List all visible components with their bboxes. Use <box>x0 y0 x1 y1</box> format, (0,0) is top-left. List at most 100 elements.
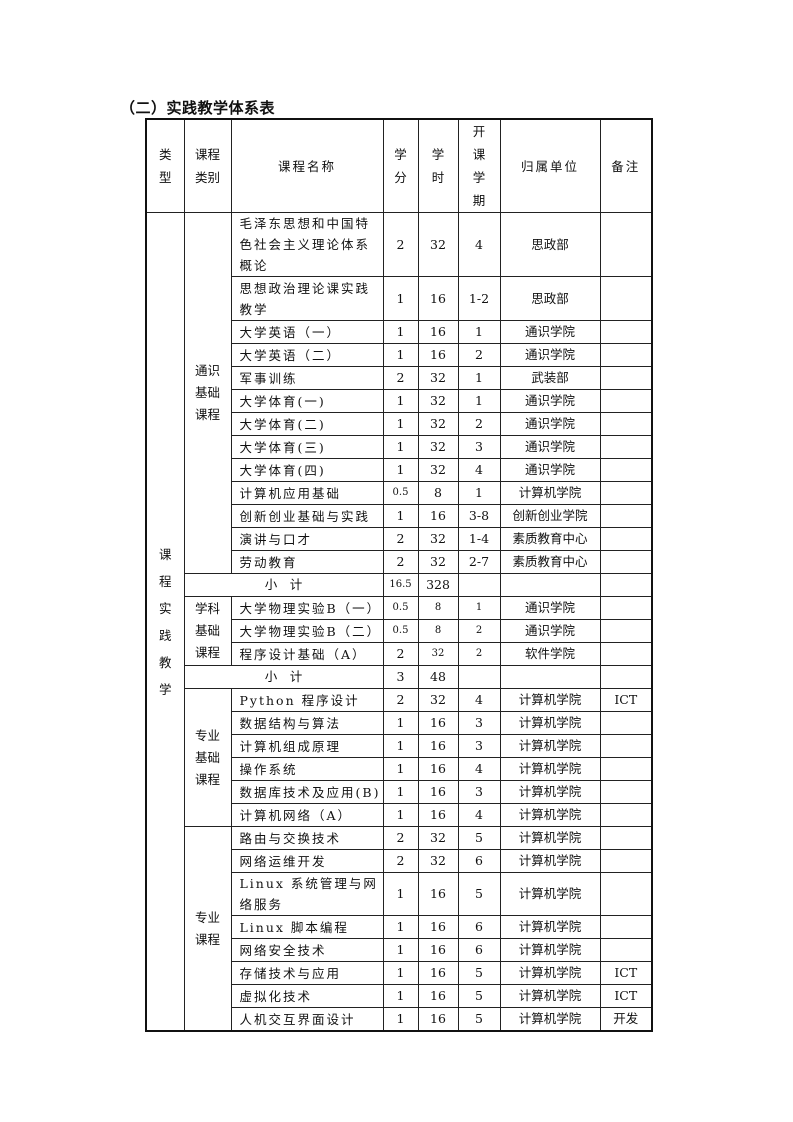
table-row: 人机交互界面设计 1 16 5 计算机学院 开发 <box>146 1007 653 1032</box>
hours: 16 <box>417 504 459 528</box>
subtotal-row: 小 计 3 48 <box>146 665 653 689</box>
credits: 1 <box>382 711 419 735</box>
empty-cell <box>599 573 653 597</box>
course-name: 大学物理实验B（二） <box>230 619 384 643</box>
course-name: 计算机应用基础 <box>230 481 384 505</box>
term: 2 <box>457 343 501 367</box>
term: 1-4 <box>457 527 501 551</box>
note <box>599 458 653 482</box>
subtotal-hours: 328 <box>417 573 459 597</box>
hours: 32 <box>417 435 459 459</box>
note <box>599 872 653 916</box>
credits: 1 <box>382 320 419 344</box>
table-row: 大学英语（二） 1 16 2 通识学院 <box>146 343 653 367</box>
unit: 素质教育中心 <box>499 550 601 574</box>
hours: 8 <box>417 619 459 643</box>
credits: 2 <box>382 642 419 666</box>
course-name: 操作系统 <box>230 757 384 781</box>
unit: 计算机学院 <box>499 938 601 962</box>
hours: 16 <box>417 961 459 985</box>
course-name: 大学英语（二） <box>230 343 384 367</box>
course-name: 大学体育(二) <box>230 412 384 436</box>
term: 4 <box>457 757 501 781</box>
course-name: 网络安全技术 <box>230 938 384 962</box>
table-row: 网络安全技术 1 16 6 计算机学院 <box>146 938 653 962</box>
term: 5 <box>457 984 501 1008</box>
course-name: 大学物理实验B（一） <box>230 596 384 620</box>
credits: 1 <box>382 1007 419 1032</box>
credits: 1 <box>382 435 419 459</box>
note <box>599 389 653 413</box>
credits: 2 <box>382 826 419 850</box>
hours: 32 <box>417 826 459 850</box>
category-cell: 专业 课程 <box>183 826 232 1032</box>
term: 3 <box>457 711 501 735</box>
hours: 32 <box>417 527 459 551</box>
hours: 32 <box>417 550 459 574</box>
table-row: 专业 课程 路由与交换技术 2 32 5 计算机学院 <box>146 826 653 1032</box>
course-name: 计算机网络（A） <box>230 803 384 827</box>
term: 4 <box>457 458 501 482</box>
credits: 1 <box>382 412 419 436</box>
note <box>599 938 653 962</box>
empty-cell <box>599 665 653 689</box>
note <box>599 642 653 666</box>
term: 2 <box>457 619 501 643</box>
subtotal-credits: 16.5 <box>382 573 419 597</box>
hours: 16 <box>417 938 459 962</box>
note <box>599 527 653 551</box>
course-name: 数据结构与算法 <box>230 711 384 735</box>
table-row: 演讲与口才 2 32 1-4 素质教育中心 <box>146 527 653 551</box>
credits: 1 <box>382 938 419 962</box>
header-credits: 学 分 <box>382 118 419 213</box>
unit: 通识学院 <box>499 320 601 344</box>
note <box>599 412 653 436</box>
note <box>599 803 653 827</box>
note <box>599 826 653 850</box>
term: 5 <box>457 961 501 985</box>
credits: 2 <box>382 527 419 551</box>
unit: 通识学院 <box>499 343 601 367</box>
credits: 1 <box>382 343 419 367</box>
table-row: 学科 基础 课程 大学物理实验B（一） 0.5 8 1 通识学院 <box>146 596 653 666</box>
unit: 通识学院 <box>499 435 601 459</box>
hours: 8 <box>417 596 459 620</box>
credits: 1 <box>382 984 419 1008</box>
credits: 1 <box>382 458 419 482</box>
table-row: 虚拟化技术 1 16 5 计算机学院 ICT <box>146 984 653 1008</box>
unit: 通识学院 <box>499 389 601 413</box>
course-name: 人机交互界面设计 <box>230 1007 384 1032</box>
empty-cell <box>499 573 601 597</box>
hours: 32 <box>417 688 459 712</box>
hours: 32 <box>417 412 459 436</box>
course-name: 军事训练 <box>230 366 384 390</box>
unit: 计算机学院 <box>499 734 601 758</box>
term: 6 <box>457 915 501 939</box>
term: 4 <box>457 212 501 277</box>
hours: 16 <box>417 320 459 344</box>
term: 1 <box>457 320 501 344</box>
course-name: 创新创业基础与实践 <box>230 504 384 528</box>
term: 5 <box>457 872 501 916</box>
course-name: 大学体育(四) <box>230 458 384 482</box>
credits: 1 <box>382 734 419 758</box>
unit: 计算机学院 <box>499 984 601 1008</box>
course-name: Python 程序设计 <box>230 688 384 712</box>
empty-cell <box>499 665 601 689</box>
table-row: 大学体育(三) 1 32 3 通识学院 <box>146 435 653 459</box>
hours: 32 <box>417 212 459 277</box>
term: 3 <box>457 780 501 804</box>
hours: 16 <box>417 803 459 827</box>
note <box>599 504 653 528</box>
note <box>599 711 653 735</box>
header-note: 备注 <box>599 118 653 213</box>
note <box>599 320 653 344</box>
term: 3-8 <box>457 504 501 528</box>
course-name: 演讲与口才 <box>230 527 384 551</box>
note: ICT <box>599 984 653 1008</box>
header-category: 课程 类别 <box>183 118 232 213</box>
hours: 16 <box>417 276 459 321</box>
unit: 计算机学院 <box>499 1007 601 1032</box>
term: 1 <box>457 389 501 413</box>
hours: 32 <box>417 458 459 482</box>
